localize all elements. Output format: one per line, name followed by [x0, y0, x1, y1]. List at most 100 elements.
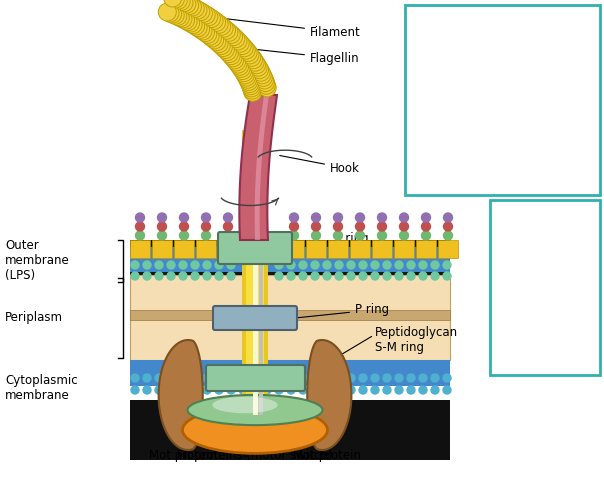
- Circle shape: [275, 261, 283, 269]
- Circle shape: [223, 231, 233, 240]
- Circle shape: [257, 73, 274, 91]
- Circle shape: [208, 33, 226, 51]
- Circle shape: [212, 36, 230, 54]
- Circle shape: [311, 261, 319, 269]
- Bar: [130, 360, 450, 374]
- Circle shape: [378, 213, 387, 222]
- Circle shape: [356, 213, 364, 222]
- Circle shape: [263, 374, 271, 382]
- Circle shape: [356, 231, 364, 240]
- Circle shape: [239, 386, 247, 394]
- Circle shape: [254, 68, 272, 86]
- Circle shape: [197, 6, 215, 24]
- Circle shape: [201, 27, 219, 45]
- Circle shape: [227, 374, 235, 382]
- Circle shape: [249, 58, 267, 76]
- Bar: [174, 240, 194, 258]
- Circle shape: [143, 386, 151, 394]
- Circle shape: [131, 272, 139, 280]
- Circle shape: [431, 386, 439, 394]
- Circle shape: [222, 46, 240, 65]
- Bar: [259, 130, 263, 415]
- Circle shape: [227, 30, 245, 48]
- Circle shape: [359, 386, 367, 394]
- Circle shape: [242, 77, 260, 95]
- Circle shape: [214, 38, 233, 56]
- Circle shape: [251, 374, 259, 382]
- Circle shape: [395, 386, 403, 394]
- Circle shape: [199, 25, 217, 43]
- Circle shape: [371, 374, 379, 382]
- Circle shape: [187, 17, 205, 35]
- Circle shape: [323, 272, 331, 280]
- Circle shape: [131, 374, 139, 382]
- Circle shape: [178, 0, 196, 13]
- Circle shape: [395, 261, 403, 269]
- Circle shape: [164, 0, 182, 7]
- Circle shape: [179, 374, 187, 382]
- FancyBboxPatch shape: [218, 232, 292, 264]
- Circle shape: [241, 74, 259, 93]
- Text: Filament: Filament: [223, 18, 361, 38]
- Circle shape: [347, 261, 355, 269]
- Circle shape: [179, 231, 188, 240]
- Circle shape: [244, 83, 262, 101]
- Circle shape: [155, 386, 163, 394]
- Circle shape: [422, 231, 431, 240]
- Circle shape: [258, 79, 276, 97]
- Bar: [394, 240, 414, 258]
- Polygon shape: [307, 340, 352, 450]
- Circle shape: [275, 272, 283, 280]
- Circle shape: [215, 374, 223, 382]
- Circle shape: [289, 213, 298, 222]
- Circle shape: [236, 39, 253, 57]
- Circle shape: [371, 261, 379, 269]
- Circle shape: [155, 272, 163, 280]
- Circle shape: [203, 272, 211, 280]
- Circle shape: [161, 4, 179, 22]
- Ellipse shape: [213, 397, 278, 413]
- Circle shape: [176, 11, 194, 29]
- Circle shape: [202, 9, 220, 27]
- Circle shape: [335, 272, 343, 280]
- Circle shape: [246, 53, 264, 71]
- Circle shape: [431, 374, 439, 382]
- Circle shape: [359, 272, 367, 280]
- Circle shape: [443, 231, 452, 240]
- Circle shape: [167, 386, 175, 394]
- Circle shape: [174, 10, 192, 28]
- Circle shape: [233, 36, 251, 54]
- Circle shape: [231, 57, 249, 75]
- Circle shape: [172, 0, 190, 10]
- Circle shape: [215, 261, 223, 269]
- Circle shape: [169, 0, 187, 9]
- Circle shape: [235, 64, 253, 82]
- Circle shape: [443, 272, 451, 280]
- Circle shape: [143, 374, 151, 382]
- Bar: [284, 240, 304, 258]
- Text: Periplasm: Periplasm: [5, 311, 63, 324]
- Circle shape: [255, 71, 274, 89]
- Circle shape: [179, 12, 197, 30]
- Ellipse shape: [187, 395, 323, 425]
- Bar: [130, 247, 450, 261]
- Text: Fli proteins (motor switch): Fli proteins (motor switch): [177, 449, 333, 462]
- Circle shape: [191, 261, 199, 269]
- Bar: [438, 240, 458, 258]
- Text: Outer
membrane
(LPS): Outer membrane (LPS): [5, 239, 69, 281]
- Circle shape: [216, 40, 234, 58]
- Circle shape: [383, 272, 391, 280]
- Circle shape: [135, 222, 144, 231]
- Circle shape: [419, 386, 427, 394]
- Bar: [350, 240, 370, 258]
- Circle shape: [422, 213, 431, 222]
- Circle shape: [194, 22, 212, 40]
- Circle shape: [311, 272, 319, 280]
- Circle shape: [287, 374, 295, 382]
- Bar: [246, 130, 264, 415]
- Circle shape: [217, 21, 236, 39]
- Circle shape: [299, 374, 307, 382]
- Circle shape: [419, 261, 427, 269]
- Circle shape: [191, 386, 199, 394]
- Circle shape: [167, 0, 184, 8]
